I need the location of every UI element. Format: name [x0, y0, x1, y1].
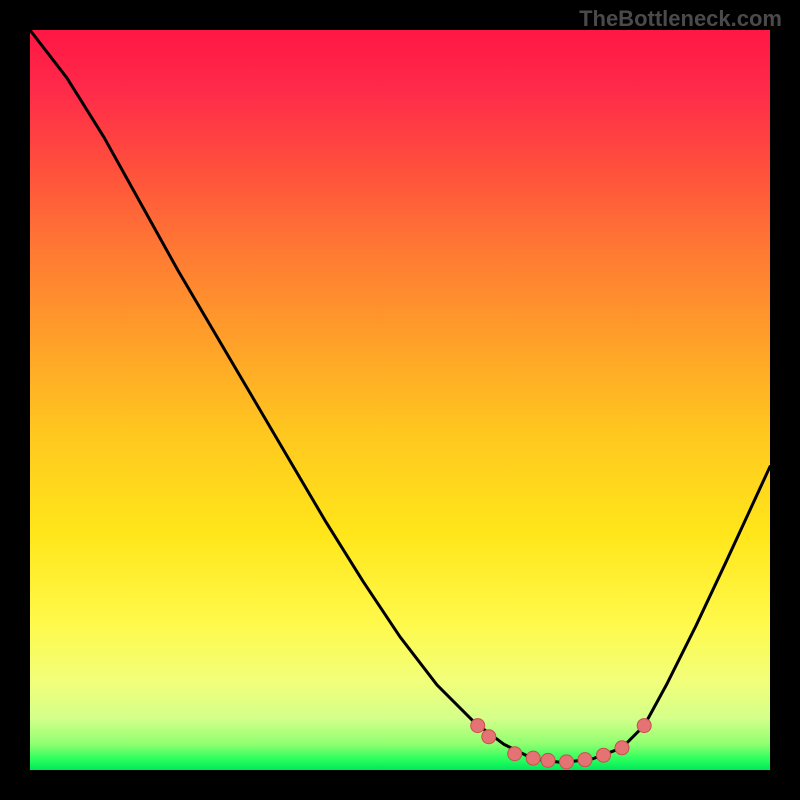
- bottleneck-curve: [30, 30, 770, 763]
- chart-overlay: [30, 30, 770, 770]
- data-marker: [578, 753, 592, 767]
- data-marker: [615, 741, 629, 755]
- data-marker: [637, 719, 651, 733]
- data-marker: [471, 719, 485, 733]
- data-marker: [482, 730, 496, 744]
- data-marker: [597, 748, 611, 762]
- chart-plot-area: [30, 30, 770, 770]
- data-marker: [508, 747, 522, 761]
- marker-group: [471, 719, 652, 769]
- data-marker: [526, 751, 540, 765]
- data-marker: [541, 753, 555, 767]
- data-marker: [560, 755, 574, 769]
- watermark-text: TheBottleneck.com: [579, 6, 782, 32]
